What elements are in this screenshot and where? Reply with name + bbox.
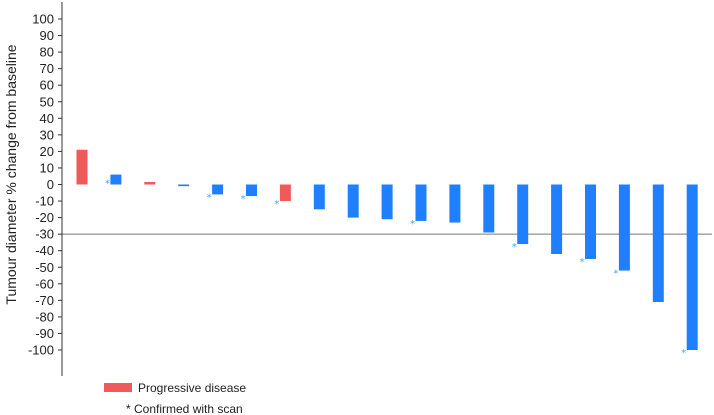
y-tick-label: 50	[40, 94, 54, 109]
bar-progressive-disease	[279, 184, 291, 202]
bars-layer	[76, 149, 698, 350]
scan-markers-layer: * * * * * * * * *	[105, 179, 686, 360]
y-tick-label: -80	[35, 309, 54, 324]
scan-confirmed-marker: *	[207, 192, 212, 203]
bar-response	[585, 184, 596, 259]
bar-response	[483, 184, 495, 233]
scan-confirmed-marker: *	[613, 269, 618, 280]
bar-response	[415, 184, 427, 221]
scan-confirmed-marker: *	[681, 348, 686, 359]
y-axis-title: Tumour diameter % change from baseline	[3, 44, 19, 304]
bar-response	[517, 184, 529, 245]
bar-response	[686, 184, 698, 350]
scan-confirmed-marker: *	[241, 194, 246, 205]
scan-confirmed-marker: *	[512, 242, 517, 253]
y-tick-label: -20	[35, 210, 54, 225]
y-tick-label: 40	[40, 111, 54, 126]
legend-marker-scan: *	[126, 402, 131, 415]
bar-response	[652, 184, 664, 303]
bar-progressive-disease	[76, 149, 88, 185]
legend-label-scan: Confirmed with scan	[134, 402, 243, 415]
legend: Progressive disease * Confirmed with sca…	[104, 381, 246, 415]
bar-response	[618, 184, 630, 271]
y-tick-label: 70	[40, 61, 54, 76]
scan-confirmed-marker: *	[410, 219, 415, 230]
y-tick-label: 20	[40, 144, 54, 159]
y-axis-ticks: 1009080706050403020100-10-20-30-40-50-60…	[28, 12, 62, 358]
bar-response	[381, 184, 393, 220]
scan-confirmed-marker: *	[105, 179, 110, 190]
y-tick-label: 80	[40, 45, 54, 60]
y-tick-label: -70	[35, 293, 54, 308]
y-tick-label: 10	[40, 160, 54, 175]
y-tick-label: -50	[35, 260, 54, 275]
legend-label-progressive: Progressive disease	[138, 381, 246, 395]
y-tick-label: -40	[35, 243, 54, 258]
y-tick-label: -10	[35, 194, 54, 209]
bar-response	[313, 184, 325, 210]
y-tick-label: -30	[35, 227, 54, 242]
scan-confirmed-marker: *	[580, 257, 585, 268]
bar-progressive-disease	[144, 182, 156, 185]
bar-response	[110, 174, 122, 185]
bar-response	[246, 184, 257, 197]
y-tick-label: -60	[35, 276, 54, 291]
bar-response	[347, 184, 359, 218]
y-tick-label: 30	[40, 127, 54, 142]
scan-confirmed-marker: *	[274, 199, 279, 210]
y-tick-label: 100	[32, 12, 54, 27]
bar-response	[551, 184, 563, 255]
bar-response	[449, 184, 461, 223]
bar-response	[212, 184, 224, 195]
legend-swatch-progressive	[104, 383, 132, 392]
y-tick-label: -90	[35, 326, 54, 341]
bar-response	[178, 184, 190, 187]
y-tick-label: 0	[47, 177, 54, 192]
y-tick-label: 60	[40, 78, 54, 93]
y-tick-label: -100	[28, 343, 54, 358]
y-tick-label: 90	[40, 28, 54, 43]
